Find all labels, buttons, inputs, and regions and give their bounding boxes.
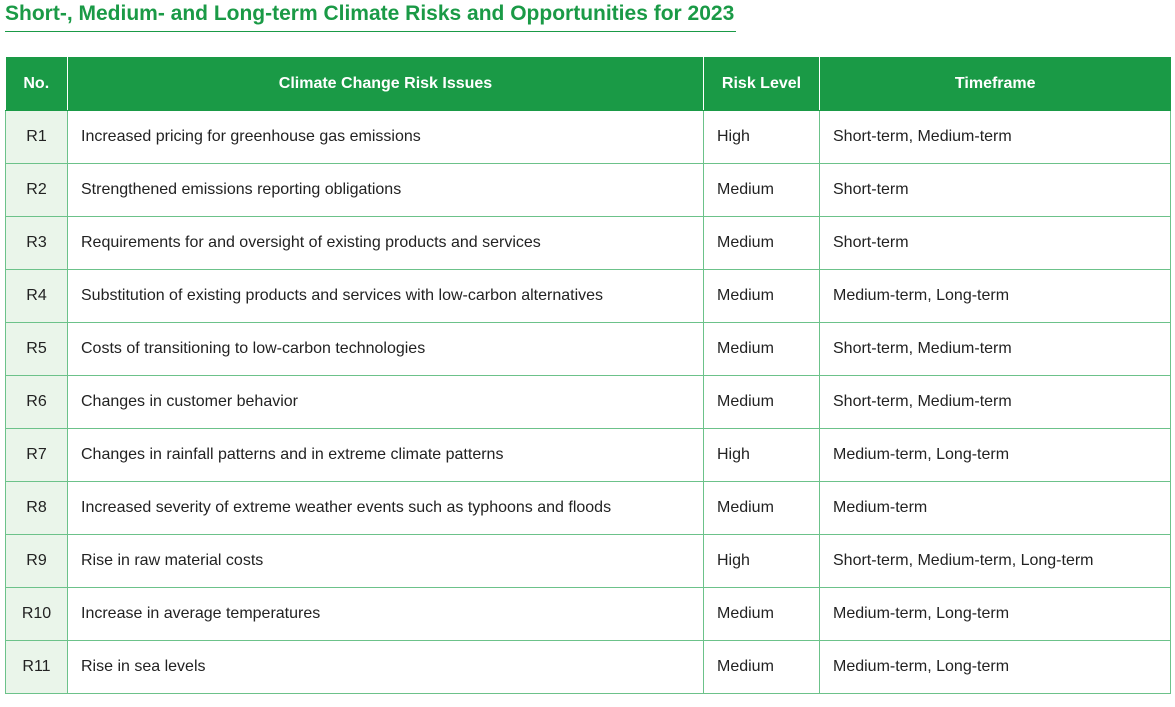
risk-level-cell: Medium: [703, 481, 820, 535]
risk-level-cell: Medium: [703, 163, 820, 217]
timeframe-cell: Short-term, Medium-term: [819, 110, 1171, 164]
column-header-risk-level: Risk Level: [703, 57, 820, 111]
risk-level-cell: High: [703, 428, 820, 482]
table-row: R9 Rise in raw material costs High Short…: [5, 534, 1171, 588]
table-row: R6 Changes in customer behavior Medium S…: [5, 375, 1171, 429]
table-row: R5 Costs of transitioning to low-carbon …: [5, 322, 1171, 376]
risk-level-cell: Medium: [703, 269, 820, 323]
timeframe-cell: Short-term: [819, 163, 1171, 217]
table-row: R7 Changes in rainfall patterns and in e…: [5, 428, 1171, 482]
table-body: R1 Increased pricing for greenhouse gas …: [5, 110, 1171, 694]
risk-number-cell: R8: [5, 481, 68, 535]
title-container: Short-, Medium- and Long-term Climate Ri…: [5, 0, 737, 32]
timeframe-cell: Medium-term, Long-term: [819, 428, 1171, 482]
column-header-risk-issues: Climate Change Risk Issues: [67, 57, 704, 111]
risk-number-cell: R11: [5, 640, 68, 694]
table-row: R10 Increase in average temperatures Med…: [5, 587, 1171, 641]
risk-level-cell: Medium: [703, 640, 820, 694]
table-row: R4 Substitution of existing products and…: [5, 269, 1171, 323]
risk-issue-cell: Rise in sea levels: [67, 640, 704, 694]
risk-level-cell: Medium: [703, 216, 820, 270]
table-row: R3 Requirements for and oversight of exi…: [5, 216, 1171, 270]
risk-number-cell: R5: [5, 322, 68, 376]
column-header-timeframe: Timeframe: [819, 57, 1171, 111]
climate-risk-table: No. Climate Change Risk Issues Risk Leve…: [5, 57, 1171, 694]
risk-level-cell: Medium: [703, 587, 820, 641]
column-header-no: No.: [5, 57, 68, 111]
timeframe-cell: Medium-term: [819, 481, 1171, 535]
risk-issue-cell: Changes in customer behavior: [67, 375, 704, 429]
risk-issue-cell: Increased pricing for greenhouse gas emi…: [67, 110, 704, 164]
risk-number-cell: R1: [5, 110, 68, 164]
risk-level-cell: High: [703, 534, 820, 588]
risk-number-cell: R6: [5, 375, 68, 429]
table-row: R8 Increased severity of extreme weather…: [5, 481, 1171, 535]
risk-issue-cell: Substitution of existing products and se…: [67, 269, 704, 323]
risk-issue-cell: Changes in rainfall patterns and in extr…: [67, 428, 704, 482]
risk-number-cell: R3: [5, 216, 68, 270]
risk-number-cell: R10: [5, 587, 68, 641]
table-header-row: No. Climate Change Risk Issues Risk Leve…: [5, 57, 1171, 111]
risk-issue-cell: Costs of transitioning to low-carbon tec…: [67, 322, 704, 376]
page-title: Short-, Medium- and Long-term Climate Ri…: [5, 2, 735, 25]
risk-number-cell: R2: [5, 163, 68, 217]
risk-number-cell: R4: [5, 269, 68, 323]
risk-number-cell: R7: [5, 428, 68, 482]
risk-issue-cell: Rise in raw material costs: [67, 534, 704, 588]
timeframe-cell: Short-term, Medium-term: [819, 322, 1171, 376]
risk-level-cell: Medium: [703, 375, 820, 429]
risk-number-cell: R9: [5, 534, 68, 588]
risk-level-cell: High: [703, 110, 820, 164]
risk-issue-cell: Increased severity of extreme weather ev…: [67, 481, 704, 535]
timeframe-cell: Medium-term, Long-term: [819, 587, 1171, 641]
timeframe-cell: Medium-term, Long-term: [819, 640, 1171, 694]
timeframe-cell: Short-term, Medium-term, Long-term: [819, 534, 1171, 588]
timeframe-cell: Short-term: [819, 216, 1171, 270]
risk-issue-cell: Increase in average temperatures: [67, 587, 704, 641]
risk-level-cell: Medium: [703, 322, 820, 376]
risk-issue-cell: Strengthened emissions reporting obligat…: [67, 163, 704, 217]
timeframe-cell: Short-term, Medium-term: [819, 375, 1171, 429]
table-row: R11 Rise in sea levels Medium Medium-ter…: [5, 640, 1171, 694]
table-row: R2 Strengthened emissions reporting obli…: [5, 163, 1171, 217]
timeframe-cell: Medium-term, Long-term: [819, 269, 1171, 323]
table-row: R1 Increased pricing for greenhouse gas …: [5, 110, 1171, 164]
risk-issue-cell: Requirements for and oversight of existi…: [67, 216, 704, 270]
